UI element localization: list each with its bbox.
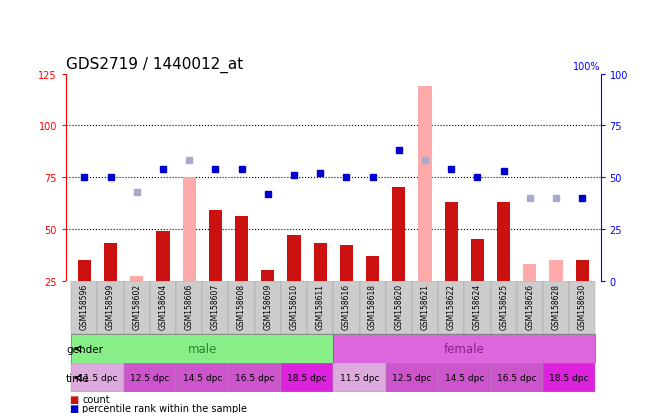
Text: GSM158625: GSM158625: [499, 283, 508, 330]
Bar: [123, 363, 176, 392]
Bar: [209, 211, 222, 332]
Bar: [104, 244, 117, 332]
Text: GSM158606: GSM158606: [185, 283, 193, 330]
Text: GSM158609: GSM158609: [263, 283, 273, 330]
Bar: [471, 240, 484, 332]
Bar: [543, 281, 569, 335]
Text: 14.5 dpc: 14.5 dpc: [183, 373, 222, 382]
Bar: [281, 281, 307, 335]
Bar: [71, 363, 123, 392]
Text: GSM158608: GSM158608: [237, 283, 246, 330]
Text: 16.5 dpc: 16.5 dpc: [235, 373, 275, 382]
Text: GDS2719 / 1440012_at: GDS2719 / 1440012_at: [66, 57, 244, 73]
Text: GSM158602: GSM158602: [132, 283, 141, 330]
Bar: [490, 363, 543, 392]
Text: ■: ■: [69, 403, 79, 413]
Bar: [98, 281, 123, 335]
Bar: [307, 281, 333, 335]
Bar: [281, 363, 333, 392]
Bar: [288, 235, 300, 332]
Bar: [123, 281, 150, 335]
Text: GSM158626: GSM158626: [525, 283, 535, 330]
Text: 16.5 dpc: 16.5 dpc: [497, 373, 537, 382]
Bar: [176, 363, 228, 392]
Text: GSM158628: GSM158628: [552, 283, 560, 330]
Bar: [235, 217, 248, 332]
Bar: [150, 281, 176, 335]
Bar: [385, 363, 438, 392]
Bar: [156, 231, 170, 332]
Text: GSM158622: GSM158622: [447, 283, 455, 330]
Text: ■: ■: [69, 394, 79, 404]
Text: GSM158599: GSM158599: [106, 283, 115, 330]
Text: GSM158616: GSM158616: [342, 283, 351, 330]
Text: time: time: [66, 373, 90, 383]
Text: 100%: 100%: [573, 62, 601, 72]
Text: GSM158610: GSM158610: [290, 283, 298, 330]
Bar: [523, 264, 537, 332]
Text: GSM158607: GSM158607: [211, 283, 220, 330]
Bar: [490, 281, 517, 335]
Text: 18.5 dpc: 18.5 dpc: [287, 373, 327, 382]
Bar: [366, 256, 379, 332]
Text: count: count: [82, 394, 110, 404]
Text: ■: ■: [69, 412, 79, 413]
Text: female: female: [444, 342, 484, 356]
Text: GSM158630: GSM158630: [578, 283, 587, 330]
Bar: [543, 363, 595, 392]
Text: 14.5 dpc: 14.5 dpc: [445, 373, 484, 382]
Bar: [228, 281, 255, 335]
Bar: [261, 271, 275, 332]
Bar: [130, 277, 143, 332]
Text: 11.5 dpc: 11.5 dpc: [78, 373, 117, 382]
Bar: [71, 281, 98, 335]
Bar: [576, 260, 589, 332]
Text: GSM158621: GSM158621: [420, 283, 430, 330]
Bar: [360, 281, 385, 335]
Text: 18.5 dpc: 18.5 dpc: [549, 373, 589, 382]
Text: 12.5 dpc: 12.5 dpc: [130, 373, 170, 382]
Bar: [71, 335, 333, 363]
Text: gender: gender: [66, 344, 103, 354]
Bar: [438, 363, 490, 392]
Bar: [438, 281, 465, 335]
Text: GSM158604: GSM158604: [158, 283, 168, 330]
Text: value, Detection Call = ABSENT: value, Detection Call = ABSENT: [82, 412, 238, 413]
Bar: [445, 202, 458, 332]
Text: GSM158620: GSM158620: [394, 283, 403, 330]
Bar: [340, 246, 353, 332]
Bar: [176, 281, 202, 335]
Bar: [569, 281, 595, 335]
Bar: [78, 260, 91, 332]
Bar: [333, 281, 360, 335]
Bar: [333, 335, 595, 363]
Bar: [385, 281, 412, 335]
Bar: [392, 188, 405, 332]
Bar: [418, 87, 432, 332]
Text: percentile rank within the sample: percentile rank within the sample: [82, 403, 248, 413]
Bar: [517, 281, 543, 335]
Text: GSM158596: GSM158596: [80, 283, 89, 330]
Bar: [228, 363, 281, 392]
Bar: [465, 281, 490, 335]
Text: male: male: [187, 342, 217, 356]
Text: GSM158611: GSM158611: [315, 283, 325, 330]
Text: 12.5 dpc: 12.5 dpc: [392, 373, 432, 382]
Bar: [314, 244, 327, 332]
Text: GSM158618: GSM158618: [368, 283, 377, 330]
Text: 11.5 dpc: 11.5 dpc: [340, 373, 380, 382]
Bar: [202, 281, 228, 335]
Bar: [412, 281, 438, 335]
Bar: [333, 363, 385, 392]
Bar: [183, 178, 196, 332]
Bar: [497, 202, 510, 332]
Text: GSM158624: GSM158624: [473, 283, 482, 330]
Bar: [255, 281, 281, 335]
Bar: [550, 260, 562, 332]
